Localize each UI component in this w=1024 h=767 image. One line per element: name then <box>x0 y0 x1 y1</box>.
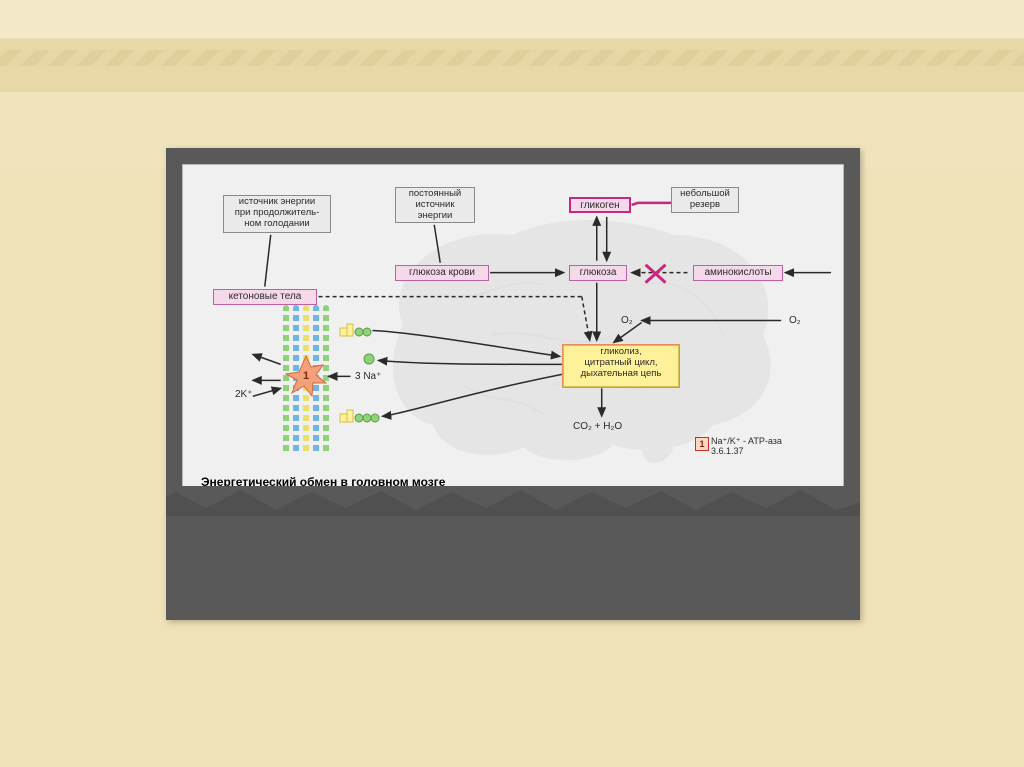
box-glycolysis-cycle: гликолиз, цитратный цикл, дыхательная це… <box>563 345 679 387</box>
top-decorative-band <box>0 50 1024 66</box>
box-constant-energy-source: постоянный источник энергии <box>395 187 475 223</box>
box-blood-glucose: глюкоза крови <box>395 265 489 281</box>
label-o2-inner: O₂ <box>621 315 633 326</box>
box-small-reserve: небольшой резерв <box>671 187 739 213</box>
box-glycogen: гликоген <box>569 197 631 213</box>
diagram-area: 1 <box>182 164 844 494</box>
box-amino-acids: аминокислоты <box>693 265 783 281</box>
label-co2-h2o: CO₂ + H₂O <box>573 421 622 432</box>
box-ketone-bodies: кетоновые тела <box>213 289 317 305</box>
legend-square: 1 <box>695 437 709 451</box>
legend-square-number: 1 <box>699 439 704 449</box>
label-3na: 3 Na⁺ <box>355 371 381 382</box>
label-2k: 2K⁺ <box>235 389 253 400</box>
box-energy-source-starvation: источник энергии при продолжитель- ном г… <box>223 195 331 233</box>
box-glucose: глюкоза <box>569 265 627 281</box>
label-o2-outer: O₂ <box>789 315 801 326</box>
crinkle-edge <box>166 486 860 516</box>
slide-bottom-dark <box>166 486 860 620</box>
legend-text: Na⁺/K⁺ - ATP-аза 3.6.1.37 <box>711 437 782 457</box>
